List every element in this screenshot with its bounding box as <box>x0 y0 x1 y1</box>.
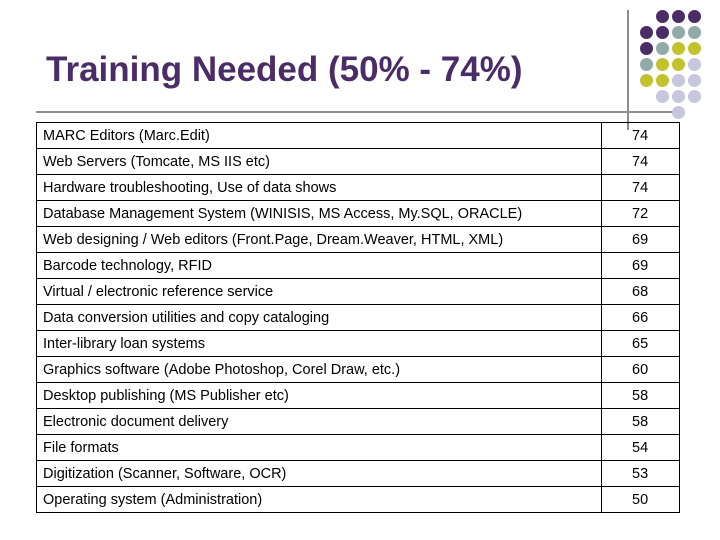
skill-cell: Electronic document delivery <box>36 408 602 435</box>
slide-title: Training Needed (50% - 74%) <box>46 50 523 89</box>
table-row: Hardware troubleshooting, Use of data sh… <box>36 174 680 201</box>
percentage-cell: 53 <box>601 460 680 487</box>
dot-spacer <box>640 10 653 23</box>
percentage-cell: 68 <box>601 278 680 305</box>
table-row: Virtual / electronic reference service 68 <box>36 278 680 305</box>
decorative-dot <box>656 74 669 87</box>
decorative-dot <box>640 58 653 71</box>
decorative-dot <box>688 26 701 39</box>
percentage-cell: 69 <box>601 252 680 279</box>
decorative-dot <box>672 106 685 119</box>
skill-cell: Operating system (Administration) <box>36 486 602 513</box>
decorative-dot <box>672 10 685 23</box>
decorative-dot <box>656 10 669 23</box>
table-row: MARC Editors (Marc.Edit) 74 <box>36 122 680 149</box>
decorative-dot <box>672 26 685 39</box>
decorative-dot-grid <box>640 10 701 119</box>
percentage-cell: 54 <box>601 434 680 461</box>
decorative-dot <box>656 90 669 103</box>
decorative-dot <box>640 26 653 39</box>
skill-cell: MARC Editors (Marc.Edit) <box>36 122 602 149</box>
decorative-dot <box>656 42 669 55</box>
percentage-cell: 74 <box>601 148 680 175</box>
decorative-dot <box>656 58 669 71</box>
title-underline <box>36 111 681 113</box>
skill-cell: Digitization (Scanner, Software, OCR) <box>36 460 602 487</box>
percentage-cell: 58 <box>601 408 680 435</box>
percentage-cell: 74 <box>601 122 680 149</box>
percentage-cell: 74 <box>601 174 680 201</box>
percentage-cell: 72 <box>601 200 680 227</box>
vertical-divider <box>627 10 629 130</box>
percentage-cell: 60 <box>601 356 680 383</box>
decorative-dot <box>672 90 685 103</box>
skill-cell: Inter-library loan systems <box>36 330 602 357</box>
table-row: Web designing / Web editors (Front.Page,… <box>36 226 680 253</box>
skill-cell: Desktop publishing (MS Publisher etc) <box>36 382 602 409</box>
decorative-dot <box>672 58 685 71</box>
table-row: Operating system (Administration) 50 <box>36 486 680 513</box>
skill-cell: Web designing / Web editors (Front.Page,… <box>36 226 602 253</box>
percentage-cell: 65 <box>601 330 680 357</box>
table-row: File formats 54 <box>36 434 680 461</box>
percentage-cell: 58 <box>601 382 680 409</box>
dot-spacer <box>640 106 653 119</box>
dot-spacer <box>656 106 669 119</box>
percentage-cell: 69 <box>601 226 680 253</box>
decorative-dot <box>656 26 669 39</box>
decorative-dot <box>688 74 701 87</box>
dot-spacer <box>640 90 653 103</box>
decorative-dot <box>688 10 701 23</box>
table-row: Desktop publishing (MS Publisher etc) 58 <box>36 382 680 409</box>
decorative-dot <box>640 74 653 87</box>
skill-cell: Database Management System (WINISIS, MS … <box>36 200 602 227</box>
decorative-dot <box>640 42 653 55</box>
table-row: Data conversion utilities and copy catal… <box>36 304 680 331</box>
decorative-dot <box>672 42 685 55</box>
skill-cell: Data conversion utilities and copy catal… <box>36 304 602 331</box>
table-row: Electronic document delivery 58 <box>36 408 680 435</box>
decorative-dot <box>688 90 701 103</box>
table-row: Inter-library loan systems 65 <box>36 330 680 357</box>
decorative-dot <box>688 58 701 71</box>
skill-cell: Web Servers (Tomcate, MS IIS etc) <box>36 148 602 175</box>
table-row: Barcode technology, RFID 69 <box>36 252 680 279</box>
percentage-cell: 66 <box>601 304 680 331</box>
skill-cell: Virtual / electronic reference service <box>36 278 602 305</box>
decorative-dot <box>688 42 701 55</box>
skill-cell: Barcode technology, RFID <box>36 252 602 279</box>
table-row: Database Management System (WINISIS, MS … <box>36 200 680 227</box>
dot-spacer <box>688 106 701 119</box>
table-row: Web Servers (Tomcate, MS IIS etc) 74 <box>36 148 680 175</box>
percentage-cell: 50 <box>601 486 680 513</box>
table-row: Digitization (Scanner, Software, OCR) 53 <box>36 460 680 487</box>
skill-cell: Graphics software (Adobe Photoshop, Core… <box>36 356 602 383</box>
training-needs-table: MARC Editors (Marc.Edit) 74 Web Servers (T… <box>36 122 680 513</box>
skill-cell: File formats <box>36 434 602 461</box>
skill-cell: Hardware troubleshooting, Use of data sh… <box>36 174 602 201</box>
decorative-dot <box>672 74 685 87</box>
table-row: Graphics software (Adobe Photoshop, Core… <box>36 356 680 383</box>
